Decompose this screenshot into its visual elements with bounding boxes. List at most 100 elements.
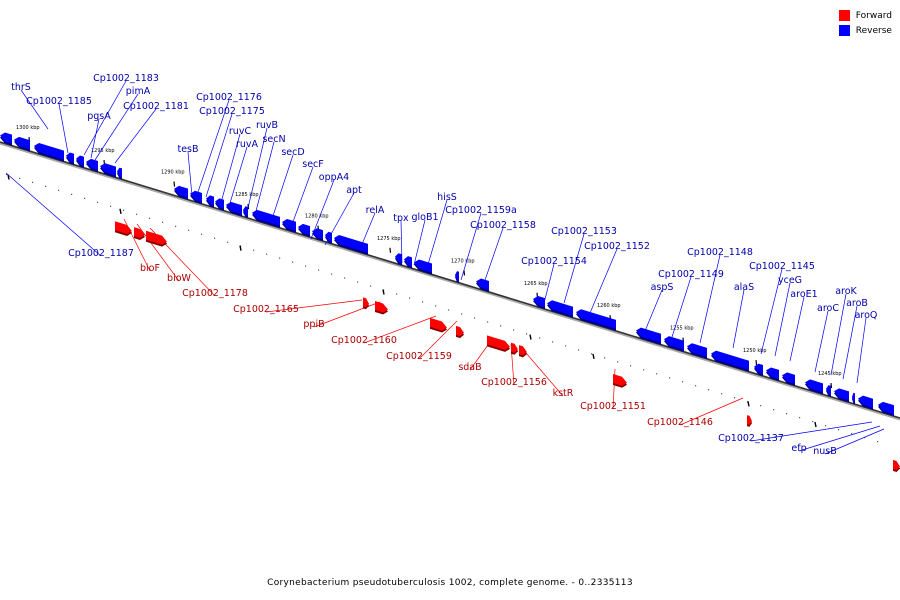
track-dot — [110, 205, 112, 207]
gene-forward-11[interactable] — [747, 415, 752, 427]
track-dot — [201, 233, 203, 235]
gene-label-ppiB: ppiB — [303, 319, 324, 330]
gene-reverse-18[interactable] — [325, 231, 332, 244]
leader-line — [221, 133, 241, 200]
gene-forward-2[interactable] — [146, 230, 167, 247]
scale-tick-label: 1260 kbp — [597, 303, 621, 309]
gene-forward-12[interactable] — [893, 459, 900, 472]
track-tick — [592, 353, 595, 360]
gene-label-nusB: nusB — [813, 446, 837, 457]
gene-forward-0[interactable] — [115, 221, 132, 236]
gene-forward-8[interactable] — [511, 342, 518, 355]
gene-reverse-28[interactable] — [636, 327, 661, 345]
legend-forward: Forward — [838, 8, 892, 23]
gene-reverse-5[interactable] — [86, 158, 98, 173]
leader-line — [563, 233, 585, 304]
track-dot — [318, 269, 320, 271]
gene-reverse-15[interactable] — [282, 219, 296, 233]
track-dot — [149, 217, 151, 219]
gene-label-Cp1002_1153: Cp1002_1153 — [551, 226, 617, 237]
gene-reverse-14[interactable] — [252, 209, 280, 228]
gene-label-secF: secF — [302, 159, 323, 170]
gene-reverse-36[interactable] — [826, 385, 831, 397]
gene-reverse-12[interactable] — [226, 201, 242, 217]
gene-reverse-4[interactable] — [76, 155, 84, 168]
gene-reverse-13[interactable] — [243, 206, 248, 219]
leader-line — [699, 254, 721, 344]
gene-reverse-21[interactable] — [404, 256, 412, 269]
gene-label-aroB: aroB — [846, 298, 868, 309]
gene-label-relA: relA — [366, 205, 385, 216]
gene-reverse-23[interactable] — [455, 271, 459, 283]
track-dot — [630, 365, 632, 367]
track-dot — [162, 221, 164, 223]
gene-forward-9[interactable] — [519, 345, 527, 358]
gene-label-Cp1002_1185: Cp1002_1185 — [26, 96, 92, 107]
gene-reverse-24[interactable] — [476, 278, 489, 292]
gene-reverse-39[interactable] — [858, 395, 873, 410]
gene-reverse-35[interactable] — [805, 379, 823, 395]
genome-caption: Corynebacterium pseudotuberculosis 1002,… — [267, 578, 633, 588]
gene-reverse-16[interactable] — [298, 223, 310, 238]
gene-reverse-17[interactable] — [312, 228, 323, 242]
gene-reverse-31[interactable] — [711, 350, 749, 372]
gene-reverse-6[interactable] — [100, 163, 116, 178]
gene-reverse-11[interactable] — [215, 198, 224, 211]
gene-reverse-19[interactable] — [334, 234, 368, 255]
track-dot — [877, 440, 879, 443]
leader-line — [460, 212, 482, 281]
gene-reverse-3[interactable] — [66, 152, 74, 165]
gene-label-kstR: kstR — [553, 388, 574, 399]
gene-label-ruvC: ruvC — [229, 126, 252, 137]
scale-tick-label: 1280 kbp — [305, 214, 329, 220]
track-dot — [461, 313, 463, 315]
gene-label-aroK: aroK — [835, 286, 857, 297]
leader-line — [418, 320, 458, 360]
track-dot — [32, 181, 34, 184]
scale-tick-label: 1295 kbp — [91, 148, 115, 154]
track-dot — [617, 361, 619, 363]
track-tick — [239, 245, 242, 251]
gene-reverse-0[interactable] — [0, 132, 12, 146]
gene-label-ruvB: ruvB — [256, 120, 278, 131]
gene-reverse-1[interactable] — [14, 136, 30, 152]
gene-reverse-8[interactable] — [174, 185, 188, 200]
gene-reverse-26[interactable] — [547, 300, 573, 318]
gene-reverse-30[interactable] — [687, 343, 707, 359]
gene-forward-10[interactable] — [613, 374, 627, 388]
leader-line — [363, 315, 437, 344]
gene-forward-4[interactable] — [375, 301, 388, 315]
gene-reverse-38[interactable] — [852, 392, 855, 405]
track-dot — [851, 433, 853, 435]
genome-backbone — [0, 141, 900, 419]
gene-forward-7[interactable] — [487, 335, 510, 352]
gene-reverse-20[interactable] — [395, 253, 402, 266]
gene-forward-6[interactable] — [456, 325, 464, 339]
gene-reverse-33[interactable] — [766, 367, 779, 381]
scale-tick — [389, 247, 392, 253]
gene-label-sdaB: sdaB — [458, 362, 481, 373]
gene-reverse-27[interactable] — [576, 309, 616, 331]
gene-reverse-32[interactable] — [754, 363, 763, 377]
track-dot — [539, 337, 541, 339]
gene-forward-1[interactable] — [134, 227, 145, 240]
gene-reverse-7[interactable] — [117, 167, 122, 180]
gene-reverse-29[interactable] — [664, 336, 684, 352]
gene-reverse-2[interactable] — [34, 142, 64, 162]
track-dot — [825, 425, 827, 427]
track-dot — [305, 265, 307, 267]
gene-reverse-22[interactable] — [414, 259, 432, 275]
gene-reverse-34[interactable] — [782, 372, 795, 386]
gene-label-Cp1002_1152: Cp1002_1152 — [584, 241, 650, 252]
gene-forward-3[interactable] — [363, 297, 369, 310]
gene-reverse-40[interactable] — [878, 401, 894, 417]
track-dot — [591, 353, 593, 355]
gene-reverse-10[interactable] — [206, 195, 214, 208]
gene-reverse-9[interactable] — [190, 190, 202, 204]
track-dot — [552, 341, 554, 343]
track-dot — [84, 197, 86, 199]
gene-forward-5[interactable] — [430, 317, 447, 333]
scale-tick — [173, 181, 176, 187]
gene-reverse-25[interactable] — [533, 296, 545, 310]
gene-reverse-37[interactable] — [834, 388, 849, 403]
